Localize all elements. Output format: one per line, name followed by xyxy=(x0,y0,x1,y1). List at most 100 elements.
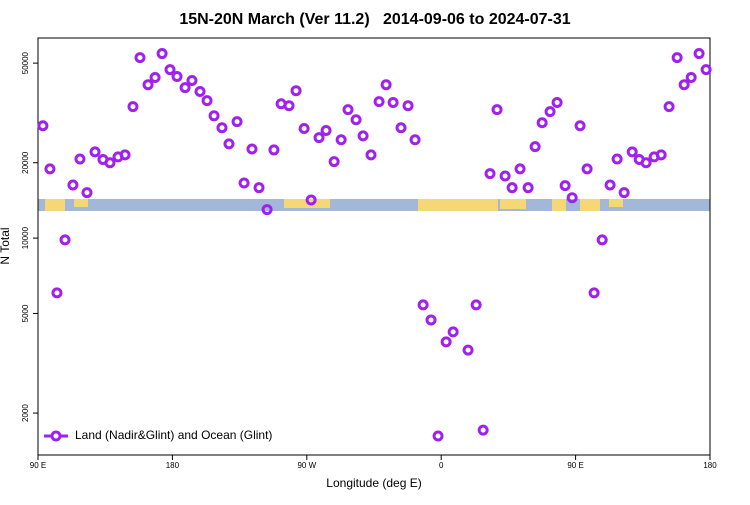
data-point xyxy=(499,170,511,182)
data-point xyxy=(67,179,79,191)
data-point xyxy=(395,122,407,134)
land xyxy=(580,199,600,211)
data-point xyxy=(387,97,399,109)
x-tick-label: 90 E xyxy=(567,461,583,470)
land xyxy=(500,199,526,209)
data-point xyxy=(663,101,675,113)
data-point xyxy=(440,336,452,348)
plot-frame xyxy=(37,37,711,456)
data-point xyxy=(208,110,220,122)
data-point xyxy=(618,187,630,199)
data-point xyxy=(462,344,474,356)
data-point xyxy=(484,168,496,180)
data-point xyxy=(253,182,265,194)
ocean xyxy=(38,199,710,211)
land xyxy=(609,199,623,207)
x-tick-label: 90 E xyxy=(30,461,46,470)
data-point xyxy=(231,116,243,128)
data-point xyxy=(335,134,347,146)
data-point xyxy=(693,48,705,60)
land xyxy=(418,199,498,211)
data-point xyxy=(216,122,228,134)
data-point xyxy=(506,182,518,194)
data-point xyxy=(432,430,444,442)
data-point xyxy=(89,146,101,158)
data-point xyxy=(655,149,667,161)
y-tick-label: 5000 xyxy=(21,304,30,322)
data-point xyxy=(409,134,421,146)
data-point xyxy=(127,101,139,113)
data-point xyxy=(156,48,168,60)
data-point xyxy=(298,123,310,135)
data-point xyxy=(402,100,414,112)
land xyxy=(552,199,566,211)
data-point xyxy=(305,194,317,206)
data-point xyxy=(700,64,712,76)
data-point xyxy=(491,104,503,116)
data-point xyxy=(357,130,369,142)
data-point xyxy=(268,144,280,156)
data-point xyxy=(559,180,571,192)
data-point xyxy=(522,182,534,194)
land xyxy=(45,199,65,211)
data-point xyxy=(529,141,541,153)
y-tick-label: 10000 xyxy=(21,226,30,249)
data-point xyxy=(328,156,340,168)
data-point xyxy=(671,52,683,64)
data-point xyxy=(134,52,146,64)
data-point xyxy=(581,163,593,175)
data-point xyxy=(611,153,623,165)
data-point xyxy=(551,97,563,109)
data-point xyxy=(290,85,302,97)
y-tick-label: 50000 xyxy=(21,51,30,74)
land xyxy=(74,199,88,207)
y-tick-label: 20000 xyxy=(21,151,30,174)
data-point xyxy=(104,157,116,169)
data-point xyxy=(313,132,325,144)
data-point xyxy=(149,72,161,84)
data-point xyxy=(59,234,71,246)
legend-marker xyxy=(50,430,62,442)
data-point xyxy=(596,234,608,246)
data-point xyxy=(119,149,131,161)
data-point xyxy=(566,192,578,204)
data-point xyxy=(640,157,652,169)
data-point xyxy=(365,149,377,161)
data-point xyxy=(685,72,697,84)
x-tick-label: 0 xyxy=(439,461,444,470)
data-point xyxy=(425,314,437,326)
data-point xyxy=(246,143,258,155)
x-tick-label: 180 xyxy=(703,461,717,470)
data-point xyxy=(350,114,362,126)
map-strip xyxy=(38,199,710,211)
x-tick-label: 180 xyxy=(166,461,180,470)
data-point xyxy=(320,125,332,137)
data-point xyxy=(544,106,556,118)
y-tick-label: 2000 xyxy=(21,404,30,422)
data-point xyxy=(186,75,198,87)
data-point xyxy=(604,179,616,191)
chart-title: 15N-20N March (Ver 11.2) 2014-09-06 to 2… xyxy=(179,11,570,28)
x-tick-label: 90 W xyxy=(297,461,316,470)
y-axis-label: N Total xyxy=(0,227,12,264)
data-point xyxy=(678,79,690,91)
data-point xyxy=(74,153,86,165)
data-point xyxy=(201,95,213,107)
legend-label: Land (Nadir&Glint) and Ocean (Glint) xyxy=(75,428,272,442)
data-point xyxy=(51,287,63,299)
data-point xyxy=(194,86,206,98)
data-point xyxy=(164,64,176,76)
x-axis-label: Longitude (deg E) xyxy=(326,476,421,490)
data-point xyxy=(179,82,191,94)
data-point xyxy=(536,117,548,129)
data-point xyxy=(470,299,482,311)
data-point xyxy=(171,71,183,83)
data-point xyxy=(81,187,93,199)
data-point xyxy=(223,138,235,150)
data-point xyxy=(447,326,459,338)
data-point xyxy=(44,163,56,175)
data-point xyxy=(417,299,429,311)
data-point xyxy=(373,96,385,108)
